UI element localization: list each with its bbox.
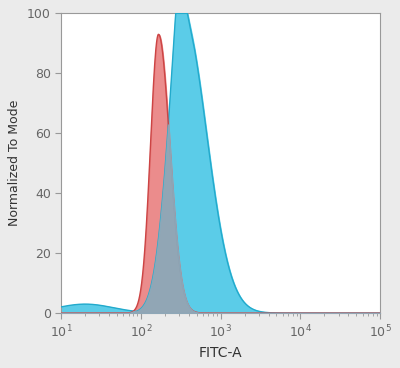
X-axis label: FITC-A: FITC-A [199, 346, 242, 360]
Y-axis label: Normalized To Mode: Normalized To Mode [8, 100, 21, 226]
